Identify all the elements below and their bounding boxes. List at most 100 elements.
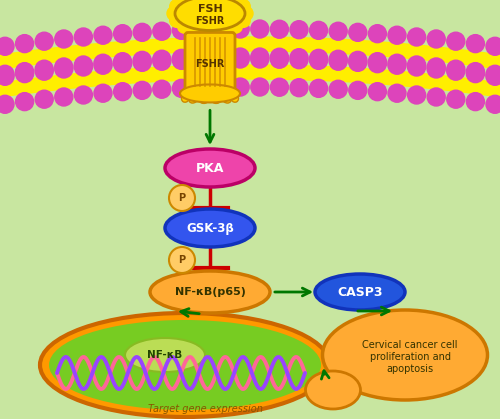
Circle shape — [466, 65, 484, 83]
Circle shape — [447, 32, 465, 50]
Circle shape — [329, 22, 347, 40]
Circle shape — [0, 37, 14, 55]
Circle shape — [447, 90, 465, 108]
Circle shape — [74, 56, 92, 74]
Circle shape — [0, 95, 14, 113]
Circle shape — [427, 60, 445, 78]
Circle shape — [466, 93, 484, 111]
Circle shape — [35, 90, 53, 108]
Circle shape — [270, 50, 288, 68]
Circle shape — [447, 60, 465, 78]
Text: NF-κB: NF-κB — [148, 350, 182, 360]
Circle shape — [231, 20, 249, 38]
Circle shape — [192, 79, 210, 97]
Circle shape — [133, 23, 151, 41]
Circle shape — [310, 52, 328, 70]
Circle shape — [94, 56, 112, 74]
Circle shape — [170, 13, 183, 27]
Circle shape — [408, 28, 426, 46]
Ellipse shape — [315, 274, 405, 310]
Text: P: P — [178, 255, 186, 265]
Circle shape — [251, 20, 269, 38]
Text: Target gene expression: Target gene expression — [148, 404, 262, 414]
Ellipse shape — [40, 313, 330, 417]
Circle shape — [16, 93, 34, 111]
Circle shape — [94, 84, 112, 102]
Text: FSH: FSH — [198, 5, 222, 15]
Circle shape — [349, 81, 367, 99]
Circle shape — [217, 23, 231, 37]
Ellipse shape — [199, 96, 209, 103]
Circle shape — [192, 21, 210, 39]
Circle shape — [388, 54, 406, 72]
Circle shape — [94, 26, 112, 44]
Ellipse shape — [322, 310, 488, 400]
Circle shape — [270, 78, 288, 96]
Circle shape — [290, 21, 308, 39]
FancyBboxPatch shape — [185, 32, 235, 93]
Circle shape — [212, 50, 230, 68]
Circle shape — [408, 58, 426, 76]
Circle shape — [388, 56, 406, 74]
Circle shape — [35, 32, 53, 50]
Circle shape — [55, 58, 73, 76]
Circle shape — [310, 79, 328, 97]
Circle shape — [329, 52, 347, 70]
Circle shape — [290, 49, 308, 67]
Circle shape — [16, 35, 34, 53]
Ellipse shape — [211, 96, 221, 103]
Circle shape — [172, 21, 190, 39]
Text: GSK-3β: GSK-3β — [186, 222, 234, 235]
Text: NF-κB(p65): NF-κB(p65) — [174, 287, 246, 297]
Circle shape — [35, 60, 53, 78]
Circle shape — [170, 0, 183, 13]
Text: P: P — [178, 193, 186, 203]
Circle shape — [74, 58, 92, 76]
Circle shape — [133, 53, 151, 71]
Circle shape — [178, 19, 192, 33]
Circle shape — [114, 25, 132, 43]
Circle shape — [212, 48, 230, 66]
Circle shape — [236, 13, 250, 27]
Circle shape — [189, 0, 203, 4]
Circle shape — [368, 83, 386, 101]
Circle shape — [466, 62, 484, 80]
Circle shape — [212, 78, 230, 96]
Circle shape — [94, 54, 112, 72]
Ellipse shape — [182, 93, 190, 102]
Circle shape — [231, 48, 249, 66]
Circle shape — [486, 65, 500, 83]
Ellipse shape — [165, 149, 255, 187]
Circle shape — [0, 67, 14, 85]
Circle shape — [153, 50, 171, 68]
Ellipse shape — [150, 271, 270, 313]
Circle shape — [55, 60, 73, 78]
Circle shape — [329, 80, 347, 98]
Circle shape — [310, 49, 328, 67]
Circle shape — [114, 53, 132, 71]
Circle shape — [16, 62, 34, 80]
Circle shape — [114, 83, 132, 101]
Circle shape — [114, 54, 132, 72]
Circle shape — [212, 20, 230, 38]
Circle shape — [486, 67, 500, 85]
Circle shape — [192, 49, 210, 67]
Text: CASP3: CASP3 — [337, 285, 383, 298]
Ellipse shape — [230, 93, 238, 102]
Circle shape — [486, 95, 500, 113]
Circle shape — [178, 0, 192, 8]
Circle shape — [466, 35, 484, 53]
Circle shape — [74, 28, 92, 46]
Ellipse shape — [180, 85, 240, 103]
Text: Cervical cancer cell
proliferation and
apoptosis: Cervical cancer cell proliferation and a… — [362, 340, 458, 374]
Circle shape — [133, 52, 151, 70]
Circle shape — [169, 247, 195, 273]
Circle shape — [169, 185, 195, 211]
Circle shape — [270, 20, 288, 38]
Circle shape — [270, 48, 288, 66]
Circle shape — [236, 0, 250, 13]
Circle shape — [16, 65, 34, 83]
Circle shape — [153, 52, 171, 70]
Circle shape — [228, 0, 242, 8]
Circle shape — [231, 50, 249, 68]
